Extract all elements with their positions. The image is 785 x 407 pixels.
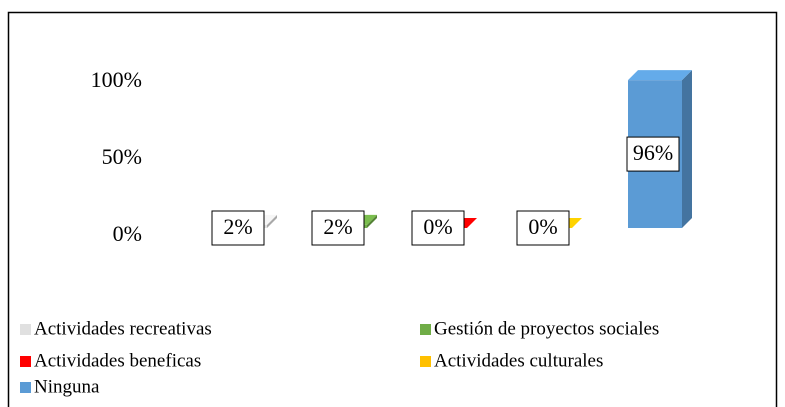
value-label: 2% [323, 214, 352, 239]
legend-label: Gestión de proyectos sociales [434, 318, 659, 339]
y-tick-label: 50% [102, 144, 142, 169]
bar-top [628, 70, 692, 81]
legend-label: Actividades culturales [434, 350, 603, 371]
value-label: 0% [528, 214, 557, 239]
legend-label: Actividades beneficas [34, 350, 201, 371]
legend-swatch [20, 382, 31, 393]
value-label: 96% [633, 140, 673, 165]
value-label-box [626, 136, 680, 172]
bar-side [367, 214, 377, 228]
value-label-box [311, 210, 365, 246]
value-label-box [211, 210, 265, 246]
value-label-box [516, 210, 570, 246]
legend-label: Ninguna [34, 376, 100, 397]
y-tick-label: 100% [91, 67, 142, 92]
legend-swatch [20, 356, 31, 367]
y-tick-label: 0% [113, 221, 142, 246]
legend-label: Actividades recreativas [34, 318, 212, 339]
legend-swatch [420, 356, 431, 367]
value-label: 2% [223, 214, 252, 239]
legend-swatch [20, 324, 31, 335]
bar-side [267, 214, 277, 228]
legend-swatch [420, 324, 431, 335]
value-label-box [411, 210, 465, 246]
value-label: 0% [423, 214, 452, 239]
bar-side [682, 70, 692, 228]
